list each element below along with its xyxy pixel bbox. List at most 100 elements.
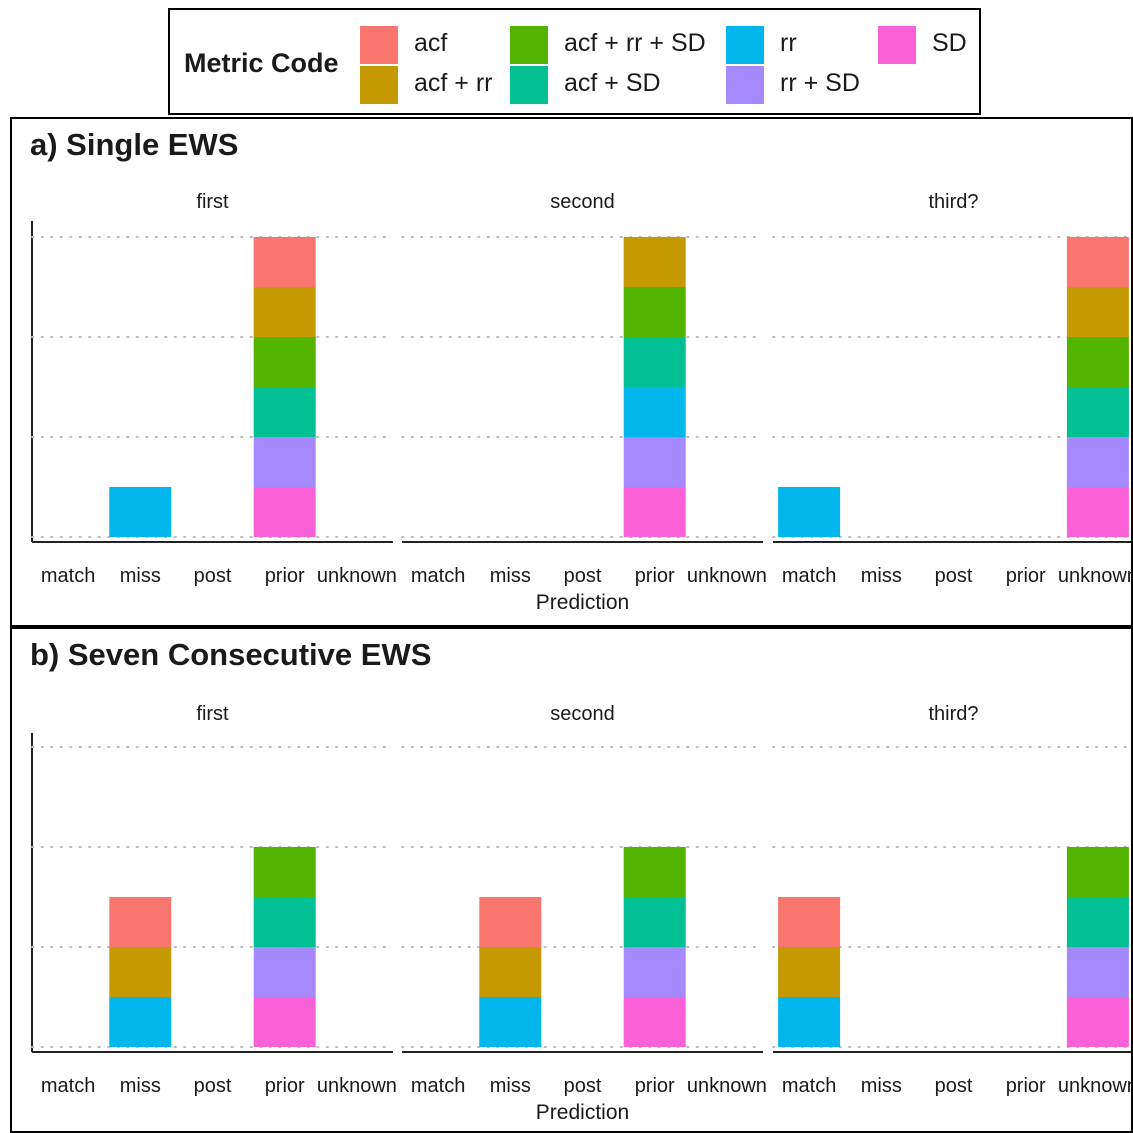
bar-segment <box>623 897 686 947</box>
x-axis-title: Prediction <box>536 1101 629 1124</box>
x-tick-label: unknown <box>317 1075 397 1097</box>
facet-label: first <box>196 191 229 213</box>
bar-segment <box>623 437 686 487</box>
facet-label: second <box>550 191 615 213</box>
x-tick-label: miss <box>490 1075 531 1097</box>
bar-segment <box>1066 487 1129 537</box>
legend-label: SD <box>932 29 967 57</box>
x-tick-label: post <box>935 1075 973 1097</box>
bar-segment <box>109 897 172 947</box>
panel-single-ews: a) Single EWS first match miss post prior unk… <box>10 117 1133 627</box>
x-tick-label: unknown <box>687 565 767 587</box>
bar-segment <box>1066 337 1129 387</box>
chart-single-ews: first match miss post prior unknown second matc… <box>31 191 1131 614</box>
bar-segment <box>253 897 316 947</box>
bar-segment <box>1066 437 1129 487</box>
x-tick-label: unknown <box>1058 1075 1131 1097</box>
x-tick-label: unknown <box>1058 565 1131 587</box>
x-axis-title: Prediction <box>536 591 629 614</box>
bar-segment <box>778 897 841 947</box>
bar-segment <box>109 487 172 537</box>
bar-segment <box>623 997 686 1047</box>
panel-seven-consecutive-ews: b) Seven Consecutive EWS first match miss p… <box>10 627 1133 1133</box>
legend-swatch <box>510 26 548 64</box>
legend-label: acf + SD <box>564 69 661 97</box>
bar-segment <box>1066 897 1129 947</box>
legend-swatch <box>360 66 398 104</box>
panel-title: a) Single EWS <box>30 127 239 162</box>
bar-segment <box>1066 387 1129 437</box>
x-tick-label: post <box>935 565 973 587</box>
x-tick-label: post <box>564 1075 602 1097</box>
x-tick-label: miss <box>861 565 902 587</box>
bar-segment <box>623 387 686 437</box>
bar-segment <box>1066 847 1129 897</box>
legend-title: Metric Code <box>184 48 339 78</box>
bar-segment <box>1066 237 1129 287</box>
bar-segment <box>253 437 316 487</box>
legend-swatch <box>726 66 764 104</box>
facet-label: first <box>196 703 229 725</box>
x-tick-label: match <box>41 565 95 587</box>
legend-label: rr <box>780 29 797 57</box>
x-tick-label: miss <box>490 565 531 587</box>
x-tick-label: miss <box>120 565 161 587</box>
legend-label: acf + rr <box>414 69 493 97</box>
legend-label: rr + SD <box>780 69 860 97</box>
bar-segment <box>253 487 316 537</box>
bar-segment <box>253 947 316 997</box>
bar-segment <box>109 997 172 1047</box>
legend-swatch <box>726 26 764 64</box>
x-tick-label: unknown <box>317 565 397 587</box>
x-tick-label: miss <box>861 1075 902 1097</box>
x-tick-label: match <box>411 1075 465 1097</box>
legend-label: acf <box>414 29 448 57</box>
legend: Metric Code acf acf + rr acf + rr + SD acf … <box>168 8 981 115</box>
bar-segment <box>253 237 316 287</box>
x-tick-label: match <box>41 1075 95 1097</box>
bar-segment <box>623 337 686 387</box>
facet-label: second <box>550 703 615 725</box>
bar-segment <box>253 387 316 437</box>
x-tick-label: post <box>564 565 602 587</box>
x-tick-label: match <box>411 565 465 587</box>
bar-segment <box>623 487 686 537</box>
x-tick-label: match <box>782 1075 836 1097</box>
legend-swatch <box>510 66 548 104</box>
bar-segment <box>479 897 542 947</box>
panel-title: b) Seven Consecutive EWS <box>30 637 432 672</box>
x-tick-label: prior <box>635 565 675 587</box>
bar-segment <box>623 847 686 897</box>
bar-segment <box>623 287 686 337</box>
bar-segment <box>479 947 542 997</box>
x-tick-label: prior <box>1006 1075 1046 1097</box>
x-tick-label: prior <box>265 1075 305 1097</box>
legend-swatch <box>878 26 916 64</box>
x-tick-label: post <box>194 1075 232 1097</box>
bar-segment <box>778 947 841 997</box>
facet-label: third? <box>928 191 978 213</box>
legend-swatch <box>360 26 398 64</box>
x-tick-label: prior <box>1006 565 1046 587</box>
bar-segment <box>479 997 542 1047</box>
x-tick-label: miss <box>120 1075 161 1097</box>
x-tick-label: prior <box>265 565 305 587</box>
bar-segment <box>623 237 686 287</box>
chart-seven-consecutive-ews: first match miss post prior unknown second matc… <box>31 703 1131 1124</box>
bar-segment <box>253 997 316 1047</box>
facet-label: third? <box>928 703 978 725</box>
bar-segment <box>253 337 316 387</box>
bar-segment <box>253 847 316 897</box>
x-tick-label: post <box>194 565 232 587</box>
bar-segment <box>1066 947 1129 997</box>
bar-segment <box>778 487 841 537</box>
bar-segment <box>1066 997 1129 1047</box>
x-tick-label: match <box>782 565 836 587</box>
bar-segment <box>109 947 172 997</box>
bar-segment <box>623 947 686 997</box>
bar-segment <box>253 287 316 337</box>
x-tick-label: unknown <box>687 1075 767 1097</box>
x-tick-label: prior <box>635 1075 675 1097</box>
bar-segment <box>778 997 841 1047</box>
legend-label: acf + rr + SD <box>564 29 706 57</box>
